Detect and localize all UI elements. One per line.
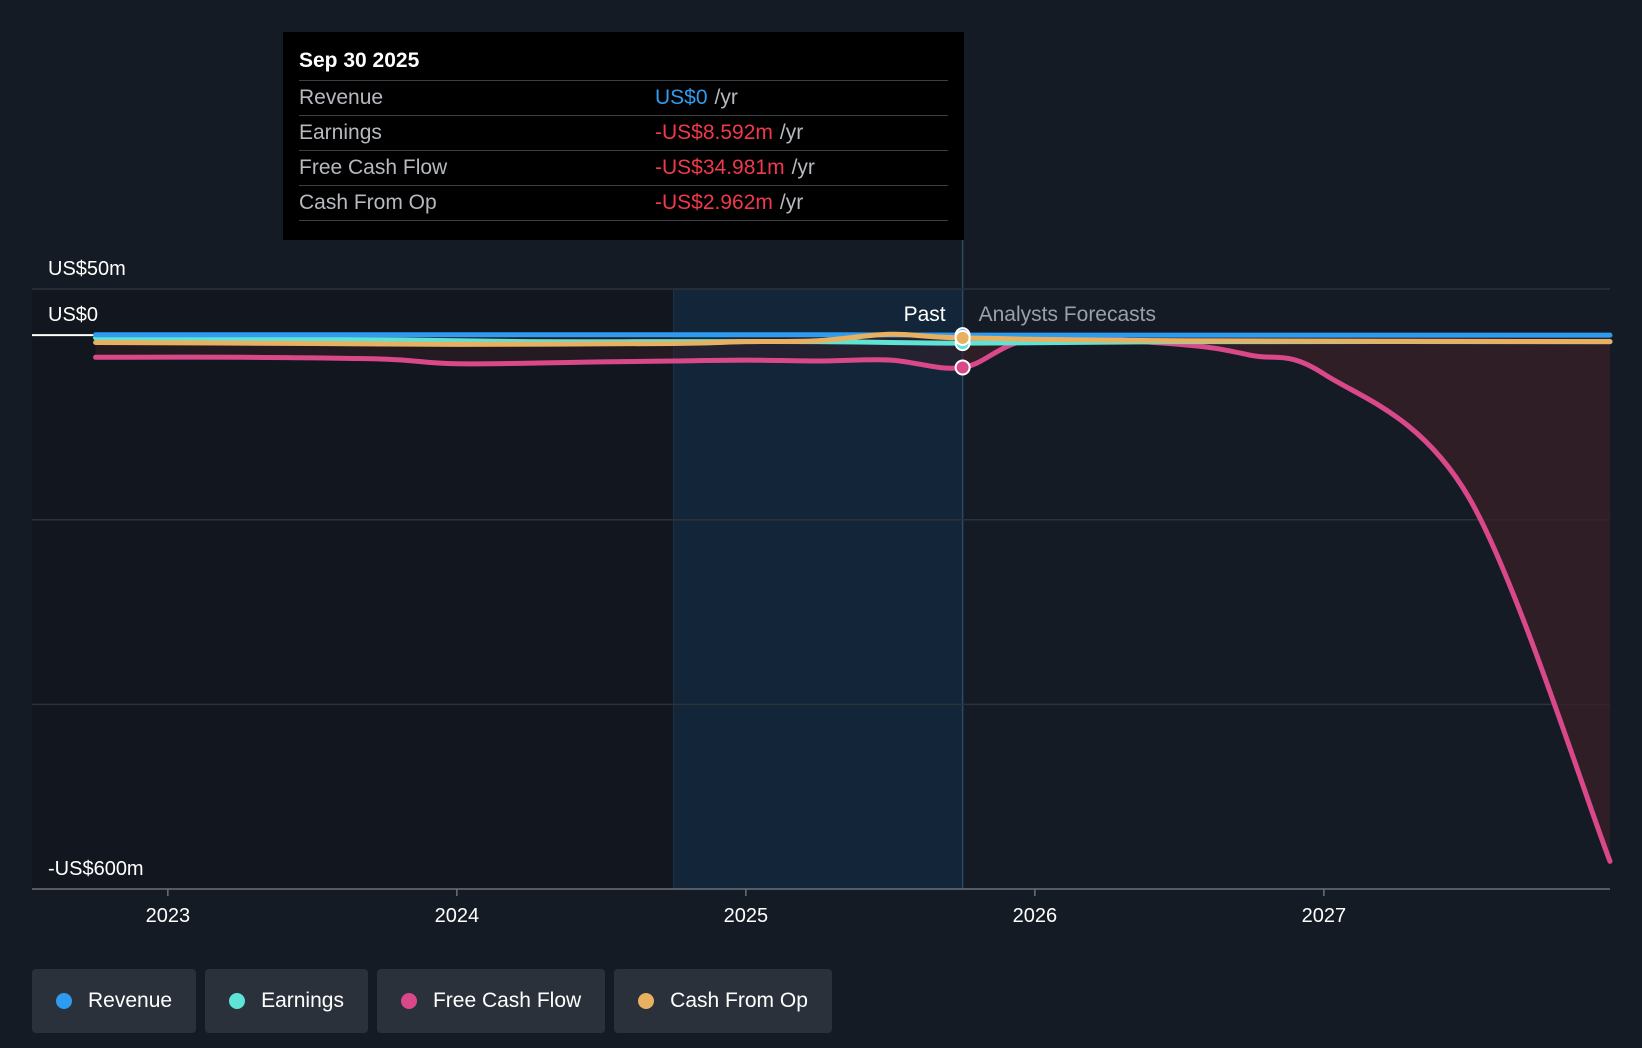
forecast-label: Analysts Forecasts xyxy=(979,303,1156,326)
free-cash-flow-dot-icon xyxy=(400,993,417,1009)
legend-label: Revenue xyxy=(88,989,173,1012)
x-tick-label: 2023 xyxy=(146,905,191,927)
y-tick-label: US$50m xyxy=(48,258,126,280)
tooltip-row-label: Free Cash Flow xyxy=(299,156,448,179)
legend-item-earnings[interactable]: Earnings xyxy=(205,969,368,1033)
tooltip-row-unit: /yr xyxy=(791,156,815,179)
legend-item-revenue[interactable]: Revenue xyxy=(32,969,197,1033)
revenue-dot-icon xyxy=(56,993,72,1009)
tooltip-row-free-cash-flow: Free Cash Flow -US$34.981m /yr xyxy=(299,150,948,185)
legend-item-free-cash-flow[interactable]: Free Cash Flow xyxy=(376,969,606,1033)
tooltip-row-revenue: Revenue US$0 /yr xyxy=(299,80,948,115)
revenue-line xyxy=(93,332,1613,338)
tooltip-row-value: -US$2.962m xyxy=(655,191,773,214)
free-cash-flow-line xyxy=(93,335,1613,864)
tooltip: Sep 30 2025 Revenue US$0 /yr Earnings -U… xyxy=(283,32,964,240)
x-tick-label: 2026 xyxy=(1013,905,1058,927)
tooltip-row-value: -US$34.981m xyxy=(655,156,785,179)
tooltip-row-value: US$0 xyxy=(655,86,708,109)
cash-from-op-line xyxy=(93,331,1613,347)
legend: Revenue Earnings Free Cash Flow Cash Fro… xyxy=(32,969,832,1033)
y-tick-label: US$0 xyxy=(48,304,98,326)
tooltip-row-label: Cash From Op xyxy=(299,191,437,214)
cash-from-op-marker xyxy=(954,329,971,346)
tooltip-row-label: Earnings xyxy=(299,121,382,144)
earnings-dot-icon xyxy=(229,993,246,1009)
tooltip-row-earnings: Earnings -US$8.592m /yr xyxy=(299,115,948,150)
past-label: Past xyxy=(904,303,946,326)
highlight-region xyxy=(673,289,963,889)
legend-label: Cash From Op xyxy=(670,989,808,1012)
y-tick-label: -US$600m xyxy=(48,858,144,880)
legend-label: Free Cash Flow xyxy=(432,989,582,1012)
tooltip-row-cash-from-op: Cash From Op -US$2.962m /yr xyxy=(299,185,948,221)
cash-from-op-dot-icon xyxy=(638,993,655,1009)
tooltip-row-unit: /yr xyxy=(779,121,804,144)
x-tick-label: 2025 xyxy=(724,905,769,927)
x-tick-label: 2027 xyxy=(1302,905,1347,927)
tooltip-row-unit: /yr xyxy=(779,191,804,214)
tooltip-date: Sep 30 2025 xyxy=(299,49,420,72)
tooltip-row-label: Revenue xyxy=(299,86,384,109)
x-tick-label: 2024 xyxy=(435,905,480,927)
legend-item-cash-from-op[interactable]: Cash From Op xyxy=(614,969,832,1033)
tooltip-row-value: -US$8.592m xyxy=(655,121,773,144)
free-cash-flow-marker xyxy=(954,359,971,376)
tooltip-row-unit: /yr xyxy=(714,86,738,109)
legend-label: Earnings xyxy=(261,989,344,1012)
